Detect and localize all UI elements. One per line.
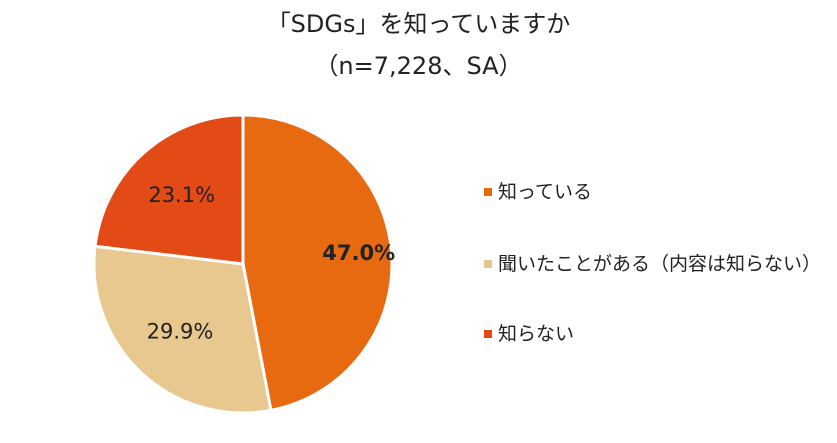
legend-swatch-heard: [484, 260, 492, 268]
data-label-heard: 29.9%: [147, 320, 214, 344]
data-label-unknown: 23.1%: [148, 183, 215, 207]
legend-swatch-known: [484, 188, 492, 196]
legend-label-unknown: 知らない: [498, 323, 575, 345]
legend-item-unknown: 知らない: [484, 322, 574, 346]
legend-label-heard: 聞いたことがある（内容は知らない）: [498, 253, 822, 275]
legend-item-known: 知っている: [484, 180, 592, 204]
slice-unknown: [93, 113, 245, 266]
chart-title: 「SDGs」を知っていますか: [266, 10, 571, 38]
slice-heard: [92, 244, 273, 415]
legend-swatch-unknown: [484, 330, 492, 338]
data-label-known: 47.0%: [322, 241, 395, 265]
chart-subtitle: （n=7,228、SA）: [314, 52, 523, 80]
slice-known: [241, 113, 394, 412]
legend-label-known: 知っている: [498, 181, 593, 203]
legend-item-heard: 聞いたことがある（内容は知らない）: [484, 252, 821, 276]
